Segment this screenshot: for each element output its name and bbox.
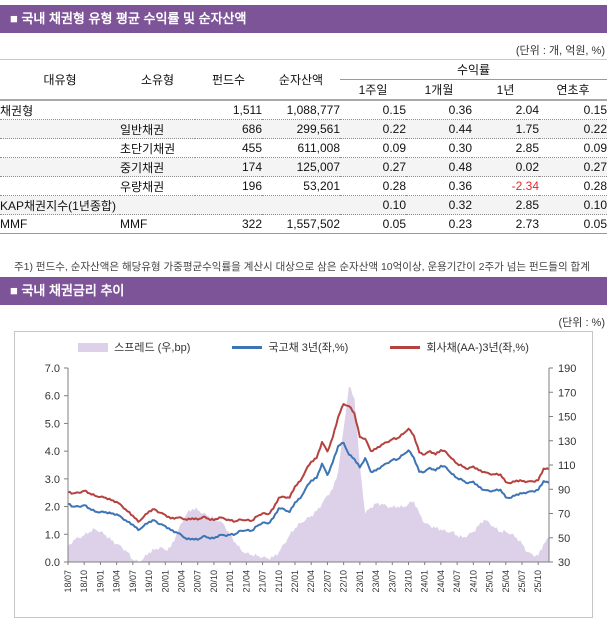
svg-text:22/10: 22/10 <box>339 570 349 593</box>
table-row-mmf: MMF MMF 322 1,557,502 0.05 0.23 2.73 0.0… <box>0 214 607 234</box>
legend-label-spread: 스프레드 (우,bp) <box>114 342 191 354</box>
svg-text:20/01: 20/01 <box>160 570 170 593</box>
svg-text:23/10: 23/10 <box>403 570 413 593</box>
svg-text:25/04: 25/04 <box>501 570 511 593</box>
svg-text:23/04: 23/04 <box>371 570 381 593</box>
table-header-row-1: 대유형 소유형 펀드수 순자산액 수익률 <box>0 59 607 87</box>
legend-item-spread: 스프레드 (우,bp) <box>78 339 190 355</box>
svg-text:19/10: 19/10 <box>144 570 154 593</box>
svg-text:20/07: 20/07 <box>193 570 203 593</box>
svg-text:190: 190 <box>558 363 576 375</box>
spread-area-swatch <box>78 342 109 352</box>
svg-text:2.0: 2.0 <box>45 502 60 514</box>
svg-text:19/04: 19/04 <box>112 570 122 593</box>
rate-chart-svg: 0.0 1.0 2.0 3.0 4.0 5.0 6.0 7.0 30 50 70 90 110 130 15… <box>45 363 577 593</box>
svg-text:5.0: 5.0 <box>45 418 60 430</box>
header-minor-type: 소유형 <box>140 73 175 87</box>
svg-text:21/10: 21/10 <box>274 570 284 593</box>
bond-rate-chart: 스프레드 (우,bp) 국고채 3년(좌,%) 회사채(AA-)3년(좌,%) … <box>14 331 593 618</box>
svg-text:50: 50 <box>558 533 570 545</box>
legend-label-ktb3y: 국고채 3년(좌,%) <box>268 342 349 354</box>
section1-unit-note: (단위 : 개, 억원, %) <box>515 45 605 57</box>
svg-text:7.0: 7.0 <box>45 363 60 375</box>
svg-text:22/07: 22/07 <box>322 570 332 593</box>
header-fund-count: 펀드수 <box>211 73 246 87</box>
svg-text:110: 110 <box>558 460 576 472</box>
svg-text:22/01: 22/01 <box>290 570 300 593</box>
svg-text:24/04: 24/04 <box>436 570 446 593</box>
table-footnote: 주1) 펀드수, 순자산액은 해당유형 가중평균수익률을 계산시 대상으로 삼은… <box>14 261 590 273</box>
svg-text:130: 130 <box>558 436 576 448</box>
svg-text:0.0: 0.0 <box>45 557 60 569</box>
header-major-type: 대유형 <box>43 73 77 87</box>
svg-text:1.0: 1.0 <box>45 529 60 541</box>
legend-item-corp3y: 회사채(AA-)3년(좌,%) <box>390 339 529 355</box>
legend-item-ktb3y: 국고채 3년(좌,%) <box>232 339 348 355</box>
svg-text:70: 70 <box>558 509 570 521</box>
legend-label-corp3y: 회사채(AA-)3년(좌,%) <box>426 342 529 354</box>
table-row-mid-term-bond: 중기채권 174 125,007 0.27 0.48 0.02 0.27 <box>0 157 607 177</box>
svg-text:18/10: 18/10 <box>79 570 89 593</box>
svg-text:24/10: 24/10 <box>468 570 478 593</box>
svg-text:6.0: 6.0 <box>45 391 60 403</box>
svg-text:22/04: 22/04 <box>306 570 316 593</box>
svg-text:23/01: 23/01 <box>355 570 365 593</box>
section2-unit-note: (단위 : %) <box>558 317 605 329</box>
svg-text:24/07: 24/07 <box>452 570 462 593</box>
header-1month: 1개월 <box>424 83 454 97</box>
fund-yield-table: 대유형 소유형 펀드수 순자산액 수익률 1주일 1개월 1년 연초후 채권형 … <box>0 59 607 234</box>
section2-title: ■ 국내 채권금리 추이 <box>10 283 125 298</box>
svg-text:21/04: 21/04 <box>241 570 251 593</box>
svg-text:19/07: 19/07 <box>128 570 138 593</box>
corp3y-line-swatch <box>390 345 421 349</box>
table-row-bond-total: 채권형 1,511 1,088,777 0.15 0.36 2.04 0.15 <box>0 103 607 118</box>
svg-text:30: 30 <box>558 557 570 569</box>
table-row-quality-bond: 우량채권 196 53,201 0.28 0.36 -2.34 0.28 <box>0 176 607 196</box>
svg-text:20/10: 20/10 <box>209 570 219 593</box>
chart-legend: 스프레드 (우,bp) 국고채 3년(좌,%) 회사채(AA-)3년(좌,%) <box>15 339 592 355</box>
table-row-ultra-short-bond: 초단기채권 455 611,008 0.09 0.30 2.85 0.09 <box>0 138 607 158</box>
svg-text:90: 90 <box>558 484 570 496</box>
svg-text:21/01: 21/01 <box>225 570 235 593</box>
svg-text:19/01: 19/01 <box>95 570 105 593</box>
svg-text:150: 150 <box>558 412 576 424</box>
table-row-kap-index: KAP채권지수(1년종합) 0.10 0.32 2.85 0.10 <box>0 195 607 215</box>
header-nav: 순자산액 <box>278 73 324 87</box>
svg-text:170: 170 <box>558 387 576 399</box>
ktb3y-line-swatch <box>232 345 263 349</box>
table-header-row-2: 1주일 1개월 1년 연초후 <box>0 80 607 101</box>
header-1year: 1년 <box>496 83 515 97</box>
svg-text:3.0: 3.0 <box>45 474 60 486</box>
svg-text:25/10: 25/10 <box>533 570 543 593</box>
svg-text:25/01: 25/01 <box>485 570 495 593</box>
svg-text:4.0: 4.0 <box>45 446 60 458</box>
header-1week: 1주일 <box>358 83 388 97</box>
svg-text:24/01: 24/01 <box>420 570 430 593</box>
svg-text:20/04: 20/04 <box>176 570 186 593</box>
svg-text:23/07: 23/07 <box>387 570 397 593</box>
header-ytd: 연초후 <box>556 83 590 97</box>
section1-title: ■ 국내 채권형 유형 평균 수익률 및 순자산액 <box>10 11 247 26</box>
section1-title-bar: ■ 국내 채권형 유형 평균 수익률 및 순자산액 <box>0 5 607 33</box>
header-yield-group: 수익률 <box>340 59 607 80</box>
table-row-general-bond: 일반채권 686 299,561 0.22 0.44 1.75 0.22 <box>0 119 607 139</box>
section2-title-bar: ■ 국내 채권금리 추이 <box>0 277 607 305</box>
svg-text:25/07: 25/07 <box>517 570 527 593</box>
svg-text:21/07: 21/07 <box>258 570 268 593</box>
svg-text:18/07: 18/07 <box>63 570 73 593</box>
